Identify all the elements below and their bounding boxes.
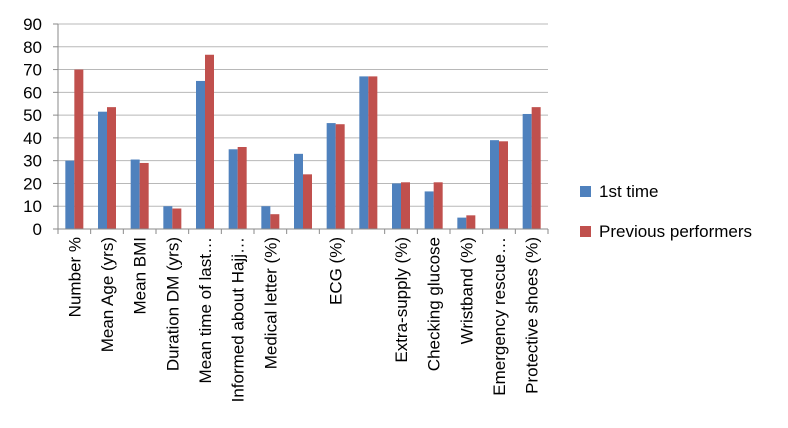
x-tick-label: Mean time of last… xyxy=(196,237,215,383)
y-tick-label: 90 xyxy=(23,15,42,34)
bar-first-time xyxy=(261,206,271,229)
bar-previous-performers xyxy=(205,54,214,229)
y-tick-label: 20 xyxy=(23,174,42,193)
bar-previous-performers xyxy=(368,76,378,229)
bar-previous-performers xyxy=(466,215,476,229)
bar-first-time xyxy=(359,76,369,229)
x-tick-label: Duration DM (yrs) xyxy=(163,237,182,371)
bar-previous-performers xyxy=(74,69,84,229)
bar-previous-performers xyxy=(172,208,182,229)
bar-first-time xyxy=(130,159,140,229)
legend-label: 1st time xyxy=(599,182,659,201)
y-tick-label: 10 xyxy=(23,197,42,216)
y-tick-label: 70 xyxy=(23,61,42,80)
y-tick-label: 40 xyxy=(23,129,42,148)
bar-first-time xyxy=(392,183,401,229)
x-tick-label: Mean BMI xyxy=(131,237,150,314)
bar-first-time xyxy=(457,217,467,229)
bar-previous-performers xyxy=(303,174,312,229)
axes xyxy=(53,23,549,234)
x-tick-label: ECG (%) xyxy=(327,237,346,305)
bar-first-time xyxy=(424,191,434,229)
x-tick-label: Wristband (%) xyxy=(457,237,476,344)
bar-previous-performers xyxy=(401,182,410,229)
bar-previous-performers xyxy=(237,147,247,229)
legend-swatch xyxy=(580,226,591,237)
bar-previous-performers xyxy=(107,107,116,229)
x-axis-ticks: Number % Mean Age (yrs) Mean BMI Duration D… xyxy=(65,237,541,402)
bar-first-time xyxy=(522,113,532,229)
bar-first-time xyxy=(294,153,303,229)
bar-first-time xyxy=(326,123,336,229)
bar-previous-performers xyxy=(139,162,149,229)
x-tick-label: Extra-supply (%) xyxy=(392,237,411,363)
legend-label: Previous performers xyxy=(599,222,752,241)
bar-previous-performers xyxy=(531,107,541,229)
x-tick-label: Mean Age (yrs) xyxy=(98,237,117,352)
x-tick-label: Informed about Hajj… xyxy=(229,237,248,402)
y-tick-label: 80 xyxy=(23,38,42,57)
x-tick-label: Checking glucose xyxy=(425,237,444,371)
bar-first-time xyxy=(65,160,75,229)
y-tick-label: 0 xyxy=(33,220,42,239)
y-axis-ticks: 0 10 20 30 40 50 60 70 80 90 xyxy=(23,15,42,239)
x-tick-label: Protective shoes (%) xyxy=(523,237,542,394)
bar-first-time xyxy=(490,140,499,229)
y-tick-label: 30 xyxy=(23,152,42,171)
bar-previous-performers xyxy=(433,182,443,229)
bar-previous-performers xyxy=(499,141,508,229)
bar-first-time xyxy=(163,206,173,229)
bar-first-time xyxy=(98,111,107,229)
bar-first-time xyxy=(228,149,238,229)
bar-previous-performers xyxy=(335,124,345,229)
legend-swatch xyxy=(580,186,591,197)
x-tick-label: Medical letter (%) xyxy=(261,237,280,369)
x-tick-label: Number % xyxy=(65,237,84,317)
x-tick-label: Emergency rescue… xyxy=(490,237,509,396)
legend: 1st time Previous performers xyxy=(580,182,752,241)
bar-previous-performers xyxy=(270,214,280,229)
y-tick-label: 50 xyxy=(23,106,42,125)
y-tick-label: 60 xyxy=(23,83,42,102)
bar-first-time xyxy=(196,80,205,229)
bars xyxy=(65,54,541,229)
